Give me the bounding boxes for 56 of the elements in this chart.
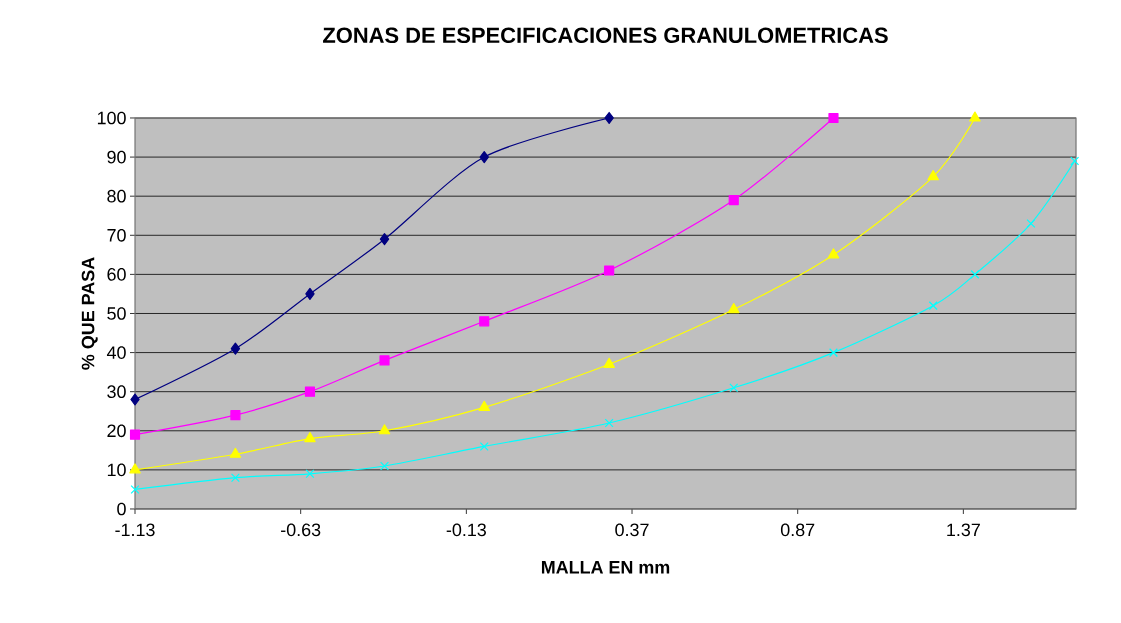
x-axis-title: MALLA EN mm <box>541 561 670 574</box>
point <box>129 429 141 440</box>
x-tick-label: 0.37 <box>615 523 649 537</box>
point <box>479 316 490 327</box>
y-tick-label: 10 <box>107 463 126 477</box>
point <box>380 461 389 471</box>
point <box>379 233 390 246</box>
chart-title: ZONAS DE ESPECIFICACIONES GRANULOMETRICAS <box>323 27 888 44</box>
point <box>305 287 315 301</box>
y-tick-label: 70 <box>107 228 126 242</box>
y-tick-label: 50 <box>107 307 126 320</box>
point <box>230 342 241 355</box>
x-tick-label: -0.63 <box>281 523 321 537</box>
point <box>130 393 140 406</box>
point <box>727 302 740 314</box>
point <box>378 424 391 435</box>
point <box>928 301 938 311</box>
point <box>304 432 316 443</box>
point <box>1070 156 1080 166</box>
point <box>604 418 614 428</box>
y-tick-label: 60 <box>107 268 126 281</box>
point <box>970 269 980 279</box>
y-axis-title: % QUE PASA <box>81 257 98 370</box>
point <box>603 357 615 368</box>
point <box>604 265 615 276</box>
point <box>304 386 316 397</box>
point <box>604 111 614 125</box>
x-tick-label: -0.13 <box>446 523 486 537</box>
y-tick-label: 80 <box>107 189 126 203</box>
point <box>129 463 141 474</box>
y-tick-label: 20 <box>107 424 126 438</box>
point <box>305 469 315 479</box>
point <box>479 441 489 451</box>
point <box>379 355 390 366</box>
point <box>827 248 840 259</box>
x-tick-label: -1.13 <box>115 523 155 537</box>
y-tick-label: 90 <box>107 150 126 164</box>
point <box>728 195 739 206</box>
point <box>927 170 939 181</box>
point <box>479 151 489 164</box>
point <box>969 111 981 122</box>
y-tick-label: 0 <box>117 502 126 516</box>
x-tick-label: 0.87 <box>780 523 815 537</box>
point <box>1026 219 1036 229</box>
point <box>729 383 739 393</box>
point <box>229 447 242 458</box>
point <box>828 112 839 124</box>
x-tick-label: 1.37 <box>947 523 980 537</box>
point <box>130 484 140 494</box>
y-tick-label: 40 <box>106 346 126 359</box>
point <box>478 400 491 411</box>
point <box>829 348 838 358</box>
point <box>230 473 240 483</box>
y-tick-label: 30 <box>107 385 126 399</box>
y-tick-label: 100 <box>97 111 126 125</box>
point <box>230 410 241 421</box>
